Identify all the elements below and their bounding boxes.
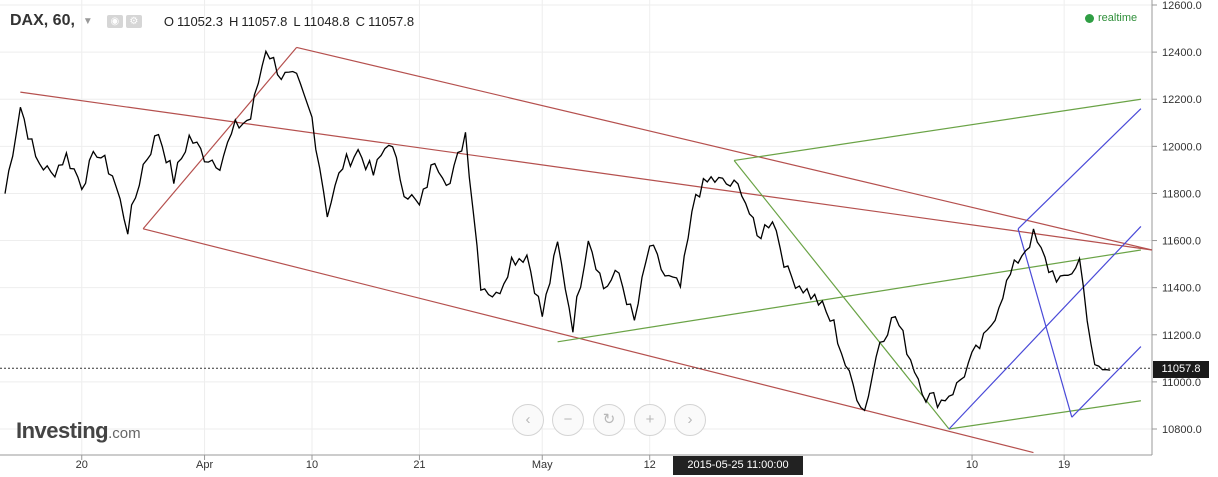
red-channel-line — [143, 228, 1034, 454]
price-series — [4, 49, 1111, 412]
chevron-down-icon[interactable]: ▼ — [82, 15, 93, 27]
low-value: 11048.8 — [303, 13, 350, 29]
y-axis-ticks: 12600.0 12400.0 12200.0 12000.0 11800.0 11600… — [1152, 0, 1202, 436]
scroll-right-button[interactable]: › — [674, 404, 706, 436]
green-channel-line — [948, 400, 1141, 430]
blue-channel-line — [948, 226, 1142, 430]
chevron-right-icon: › — [687, 411, 693, 428]
green-channel-line — [734, 98, 1141, 162]
y-tick-label: 11200.0 — [1162, 330, 1201, 342]
minus-icon: − — [563, 411, 573, 428]
green-channel-line — [557, 249, 1141, 343]
investing-logo: Investing.com — [16, 418, 141, 444]
logo-brand: Investing — [16, 418, 109, 443]
logo-domain: .com — [108, 425, 141, 442]
trend-channels — [20, 46, 1153, 454]
x-tick-label: 10 — [306, 459, 318, 471]
high-label: H — [228, 13, 239, 29]
x-axis-ticks: 20Apr1021May121019Jul — [76, 455, 1070, 471]
y-tick-label: 11800.0 — [1162, 188, 1201, 200]
x-tick-label: 12 — [644, 459, 656, 471]
blue-channel-line — [1017, 228, 1073, 418]
scroll-left-button[interactable]: ‹ — [512, 404, 544, 436]
red-channel-line — [20, 91, 1153, 251]
open-value: 11052.3 — [176, 13, 223, 29]
x-tick-label: Apr — [196, 459, 213, 471]
x-tick-label: 10 — [966, 459, 978, 471]
green-channel-line — [733, 160, 950, 430]
reset-button[interactable]: ↻ — [593, 404, 625, 436]
y-tick-label: 11600.0 — [1162, 236, 1201, 248]
y-tick-label: 12600.0 — [1162, 0, 1202, 12]
x-tick-label: 20 — [76, 459, 88, 471]
high-value: 11057.8 — [241, 13, 288, 29]
open-label: O — [163, 13, 174, 29]
chevron-left-icon: ‹ — [525, 411, 531, 428]
last-price-tag: 11057.8 — [1153, 361, 1209, 378]
realtime-label: realtime — [1098, 12, 1138, 24]
x-tick-label: 19 — [1058, 459, 1070, 471]
y-tick-label: 11000.0 — [1162, 377, 1201, 389]
red-channel-line — [296, 46, 1153, 251]
low-label: L — [293, 13, 301, 29]
eye-icon[interactable]: ◉ — [106, 14, 123, 28]
blue-channel-line — [1071, 346, 1142, 418]
realtime-indicator: realtime — [1085, 12, 1137, 24]
crosshair-time-tag: 2015-05-25 11:00:00 — [673, 456, 803, 475]
refresh-icon: ↻ — [602, 411, 616, 428]
red-channel-line — [142, 47, 298, 230]
close-value: 11057.8 — [368, 13, 415, 29]
chart-header: DAX, 60, ▼ ◉ ⚙ O 11052.3 H 11057.8 L 110… — [10, 10, 414, 32]
grid — [0, 0, 1152, 455]
y-tick-label: 12400.0 — [1162, 47, 1202, 59]
y-tick-label: 12000.0 — [1162, 141, 1202, 153]
settings-icon[interactable]: ⚙ — [125, 14, 142, 28]
x-tick-label: May — [532, 459, 553, 471]
zoom-in-button[interactable]: + — [634, 404, 666, 436]
x-tick-label: 21 — [413, 459, 425, 471]
blue-channel-line — [1017, 108, 1142, 230]
symbol-label[interactable]: DAX, 60, — [10, 12, 75, 29]
zoom-out-button[interactable]: − — [552, 404, 584, 436]
plus-icon: + — [645, 411, 655, 428]
y-tick-label: 11400.0 — [1162, 283, 1201, 295]
y-tick-label: 12200.0 — [1162, 94, 1202, 106]
y-tick-label: 10800.0 — [1162, 424, 1202, 436]
status-dot-icon — [1085, 13, 1094, 23]
price-line — [4, 49, 1111, 412]
close-label: C — [355, 13, 366, 29]
